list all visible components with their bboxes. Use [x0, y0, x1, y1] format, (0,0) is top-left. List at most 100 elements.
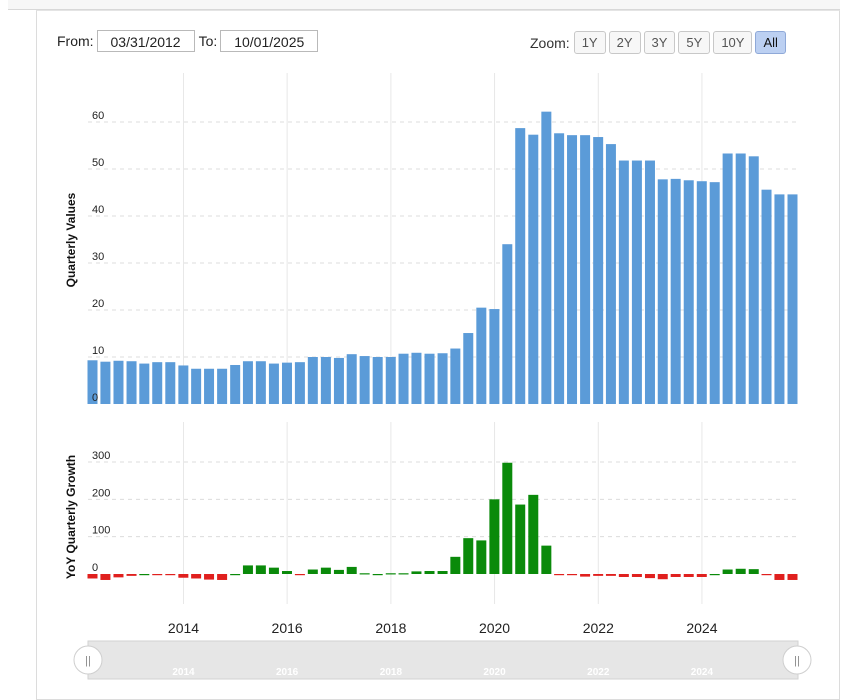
y-tick-bottom-100: 100 — [92, 525, 110, 537]
growth-bar-2019-09-30 — [476, 540, 487, 574]
growth-bar-2014-06-30 — [204, 574, 215, 580]
x-tick-2016: 2016 — [272, 620, 303, 636]
value-bar-2017-12-31 — [385, 357, 396, 404]
value-bar-2023-12-31 — [696, 181, 707, 404]
value-bar-2023-03-31 — [657, 179, 668, 404]
x-tick-2014: 2014 — [168, 620, 199, 636]
growth-bar-2017-06-30 — [359, 573, 370, 575]
value-bar-2013-06-30 — [152, 362, 163, 404]
navigator-tick-2016: 2016 — [276, 667, 299, 678]
growth-bar-2013-03-31 — [139, 574, 150, 576]
y-tick-top-50: 50 — [92, 157, 104, 169]
x-axis-tick-labels: 2014 2016 2018 2020 2022 2024 — [168, 620, 718, 636]
zoom-5y-button[interactable]: 5Y — [678, 31, 711, 54]
navigator-left-handle-grip: || — [85, 655, 91, 667]
value-bar-2014-12-31 — [230, 364, 241, 404]
growth-bar-2023-09-30 — [683, 574, 694, 577]
value-bar-2024-03-31 — [709, 182, 720, 404]
value-bar-2016-09-30 — [320, 357, 331, 404]
value-bar-2015-06-30 — [255, 361, 266, 404]
value-bar-2024-12-31 — [748, 156, 759, 404]
growth-bar-2024-03-31 — [709, 574, 720, 576]
growth-bar-2019-12-31 — [489, 499, 500, 574]
growth-bar-2023-06-30 — [670, 574, 681, 577]
growth-bar-2023-12-31 — [696, 574, 707, 577]
growth-bar-2012-06-30 — [100, 574, 111, 580]
growth-bar-2013-09-30 — [165, 574, 176, 576]
navigator-tick-2024: 2024 — [691, 667, 714, 678]
zoom-all-button[interactable]: All — [755, 31, 786, 54]
value-bar-2016-12-31 — [333, 357, 344, 404]
y-tick-top-20: 20 — [92, 298, 104, 310]
value-bar-2013-09-30 — [165, 362, 176, 404]
growth-bar-2020-09-30 — [528, 494, 539, 574]
growth-bar-2021-09-30 — [580, 574, 591, 577]
value-bar-2018-12-31 — [437, 353, 448, 404]
growth-bar-2025-06-30 — [774, 574, 785, 580]
y-tick-top-0: 0 — [92, 392, 98, 404]
y-tick-bottom-200: 200 — [92, 487, 110, 499]
growth-bar-2023-03-31 — [657, 574, 668, 580]
zoom-label: Zoom: — [530, 34, 570, 51]
value-bar-2020-03-31 — [502, 244, 513, 404]
growth-bar-2021-06-30 — [567, 574, 578, 576]
value-bar-2015-12-31 — [281, 362, 292, 404]
top-panel-edge — [8, 0, 840, 10]
value-bar-2014-06-30 — [204, 368, 215, 404]
growth-bar-2013-06-30 — [152, 574, 163, 576]
value-bar-2023-06-30 — [670, 178, 681, 404]
zoom-3y-button[interactable]: 3Y — [643, 31, 676, 54]
y-tick-top-30: 30 — [92, 251, 104, 263]
value-bar-2025-06-30 — [774, 194, 785, 404]
value-bar-2021-09-30 — [580, 135, 591, 404]
value-bar-2017-06-30 — [359, 356, 370, 404]
navigator[interactable]: 2014 2016 2018 2020 2022 2024 || || — [73, 640, 812, 680]
date-range-controls: From: 03/31/2012 To: 10/01/2025 — [57, 30, 322, 52]
value-bar-2016-06-30 — [307, 357, 318, 404]
value-bar-2015-09-30 — [268, 363, 279, 404]
value-bar-2022-06-30 — [618, 160, 629, 404]
value-bar-2018-03-31 — [398, 353, 409, 404]
growth-bar-2014-12-31 — [230, 574, 241, 576]
value-bar-2019-06-30 — [463, 333, 474, 404]
growth-bar-2022-06-30 — [618, 574, 629, 577]
value-bar-2018-06-30 — [411, 352, 422, 404]
value-bar-2020-09-30 — [528, 134, 539, 404]
growth-bar-2022-09-30 — [631, 574, 642, 577]
value-bar-2025-03-31 — [761, 189, 772, 404]
from-date-input[interactable]: 03/31/2012 — [96, 30, 195, 52]
zoom-10y-button[interactable]: 10Y — [713, 31, 753, 54]
value-bar-2014-03-31 — [191, 368, 202, 404]
growth-bar-2017-03-31 — [346, 566, 357, 574]
zoom-1y-button[interactable]: 1Y — [573, 31, 606, 54]
growth-bar-2018-09-30 — [424, 571, 435, 574]
value-bar-2019-03-31 — [450, 348, 461, 404]
growth-bar-2018-03-31 — [398, 573, 409, 575]
from-label: From: — [57, 33, 94, 49]
value-bar-2024-06-30 — [722, 153, 733, 404]
value-bar-2020-06-30 — [515, 128, 526, 405]
growth-bar-2017-12-31 — [385, 573, 396, 575]
to-date-input[interactable]: 10/01/2025 — [220, 30, 319, 52]
growth-bar-2020-12-31 — [541, 545, 552, 574]
growth-bar-2016-03-31 — [294, 574, 305, 576]
growth-bar-2021-03-31 — [554, 574, 565, 576]
growth-bar-2020-03-31 — [502, 462, 513, 574]
growth-bar-2022-03-31 — [605, 574, 616, 576]
navigator-left-handle[interactable]: || — [73, 645, 103, 675]
value-bar-2019-12-31 — [489, 309, 500, 404]
x-tick-2020: 2020 — [479, 620, 510, 636]
growth-bar-2018-12-31 — [437, 571, 448, 574]
zoom-2y-button[interactable]: 2Y — [608, 31, 641, 54]
x-tick-2018: 2018 — [375, 620, 406, 636]
growth-bar-2015-06-30 — [255, 565, 266, 574]
growth-bar-2013-12-31 — [178, 574, 189, 578]
growth-bar-2016-06-30 — [307, 569, 318, 574]
x-tick-2022: 2022 — [583, 620, 614, 636]
value-bar-2021-03-31 — [554, 133, 565, 404]
navigator-track[interactable] — [87, 640, 799, 680]
navigator-right-handle[interactable]: || — [782, 645, 812, 675]
value-bar-2019-09-30 — [476, 307, 487, 404]
value-bar-2013-03-31 — [139, 363, 150, 404]
